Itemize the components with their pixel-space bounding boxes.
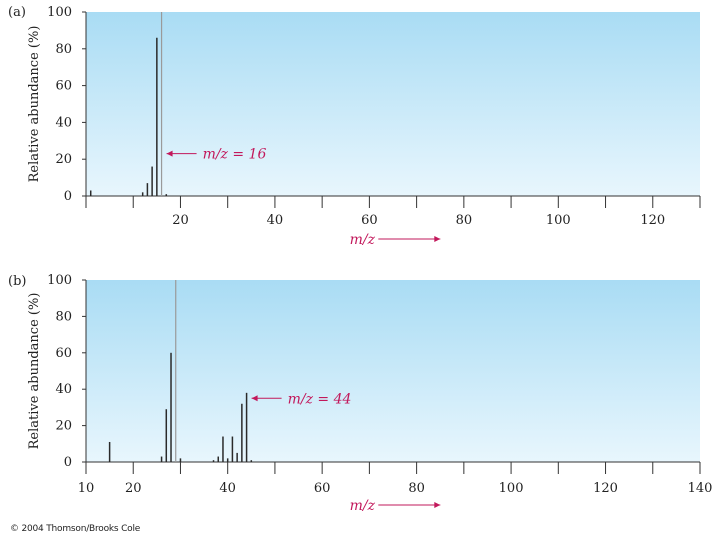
x-tick-label: 100: [499, 481, 524, 496]
x-axis-label: m/z: [350, 232, 376, 248]
annotation-arrowhead: [166, 150, 173, 157]
y-tick-label: 20: [55, 152, 72, 167]
y-tick-label: 100: [47, 273, 72, 288]
plot-background: [86, 280, 700, 462]
x-axis-label: m/z: [350, 498, 376, 514]
x-tick-label: 140: [688, 481, 713, 496]
y-tick-label: 0: [64, 455, 72, 470]
y-tick-label: 40: [55, 115, 72, 130]
y-tick-label: 40: [55, 382, 72, 397]
panel-label: (a): [8, 5, 26, 20]
y-axis-label: Relative abundance (%): [27, 26, 42, 183]
x-tick-label: 80: [456, 213, 473, 228]
x-tick-label: 100: [546, 213, 571, 228]
panel-label: (b): [8, 274, 26, 289]
y-tick-label: 60: [55, 346, 72, 361]
mass-spectrum-b: (b) 0 20 40 60 80 100 10 20 40 60 80 100 120 140 Relati…: [8, 273, 712, 514]
plot-background: [86, 12, 700, 196]
y-axis-label: Relative abundance (%): [27, 293, 42, 450]
x-tick-label: 120: [593, 481, 618, 496]
y-tick-label: 100: [47, 5, 72, 20]
copyright-notice: © 2004 Thomson/Brooks Cole: [10, 524, 141, 534]
y-tick-label: 60: [55, 79, 72, 94]
y-tick-label: 0: [64, 189, 72, 204]
x-axis-arrowhead: [434, 236, 441, 242]
mass-spectrum-a: (a) 0 20 40 60 80 100 20 40 60 80 100 120 Relative ab…: [8, 5, 701, 248]
x-tick-label: 80: [408, 481, 425, 496]
x-tick-label: 10: [78, 481, 95, 496]
y-tick-label: 20: [55, 419, 72, 434]
x-tick-label: 20: [172, 213, 189, 228]
x-tick-label: 120: [640, 213, 665, 228]
peak-annotation: m/z = 44: [288, 391, 352, 407]
annotation-arrowhead: [251, 395, 258, 402]
x-tick-label: 40: [267, 213, 284, 228]
x-tick-label: 60: [361, 213, 378, 228]
peak-annotation: m/z = 16: [203, 147, 267, 163]
y-tick-label: 80: [55, 309, 72, 324]
x-tick-label: 20: [125, 481, 142, 496]
x-tick-label: 40: [219, 481, 236, 496]
y-tick-label: 80: [55, 42, 72, 57]
x-axis-arrowhead: [434, 502, 441, 508]
x-tick-label: 60: [314, 481, 331, 496]
